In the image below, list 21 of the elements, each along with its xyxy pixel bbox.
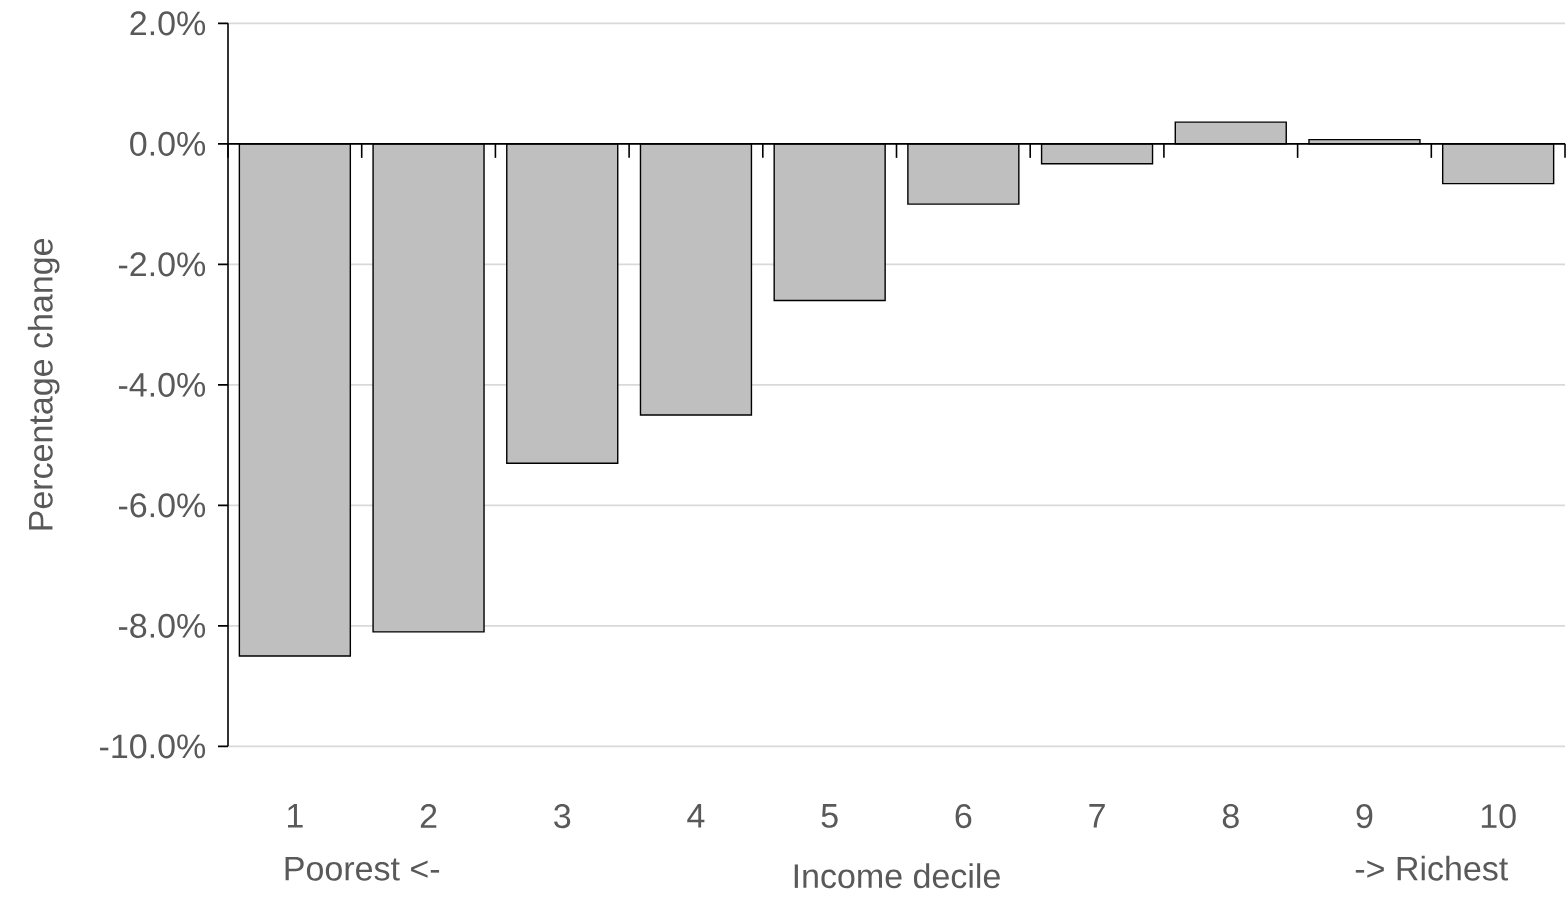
- y-tick-label: -10.0%: [100, 734, 206, 759]
- x-tick-label: 6: [955, 804, 972, 829]
- x-tick-label: 10: [1481, 804, 1516, 829]
- y-tick-label: 2.0%: [130, 11, 206, 36]
- y-tick-label: -4.0%: [118, 373, 206, 398]
- text: Poorest <-: [285, 857, 440, 881]
- x-tick-label: 3: [554, 804, 571, 829]
- y-tick-label: -2.0%: [118, 252, 206, 277]
- x-axis-title: Income decile: [794, 863, 1000, 889]
- y-tick-label: -6.0%: [118, 493, 206, 518]
- x-tick-label: 8: [1222, 804, 1239, 829]
- x-tick-label: 7: [1089, 804, 1105, 828]
- text: -> Richest: [1355, 855, 1508, 881]
- x-tick-label: 5: [821, 804, 838, 829]
- x-tick-label: 1: [288, 804, 303, 828]
- x-tick-label: 9: [1356, 804, 1373, 829]
- y-tick-label: -8.0%: [118, 614, 206, 639]
- x-tick-label: 4: [687, 804, 705, 828]
- y-tick-label: 0.0%: [130, 132, 206, 157]
- y-axis-title: Percentage change: [27, 239, 60, 530]
- x-tick-label: 2: [420, 804, 437, 829]
